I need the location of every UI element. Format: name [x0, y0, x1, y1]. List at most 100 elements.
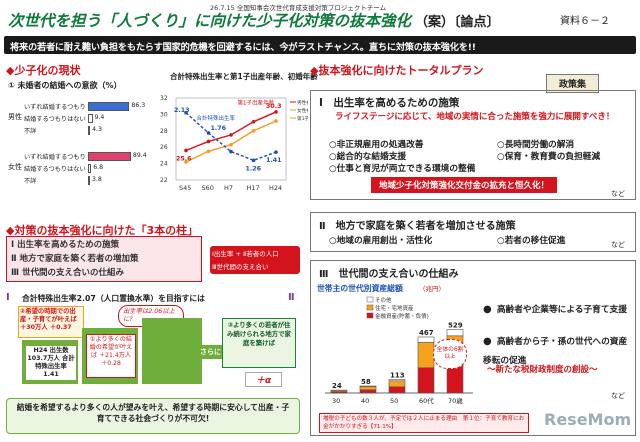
alpha-label: ＋α — [245, 372, 283, 387]
data-point — [184, 160, 188, 164]
survey-bar — [88, 126, 91, 135]
data-point — [184, 110, 188, 115]
bullet-1-text: 高齢者や企業等による子育て支援 — [496, 305, 627, 315]
bottom-message: 結婚を希望するより多くの人が望みを叶え、希望する時期に安心して出産・子育てできる… — [6, 398, 300, 434]
legend-swatch — [366, 304, 374, 311]
data-point — [274, 150, 278, 154]
policy-1-banner: 地域少子化対策強化交付金の拡充と恒久化！ — [371, 177, 558, 193]
growth-bar-top — [142, 318, 202, 384]
policy-1-item-5: ○仕事と育児が両立できる環境の整備 — [329, 164, 476, 174]
policy-1-lead: ライフステージに応じて、地域の実情に合った施策を強力に展開すべき！ — [335, 112, 615, 122]
page-title: 次世代を担う「人づくり」に向けた少子化対策の抜本強化 （案）〔論点〕 — [8, 9, 500, 31]
x-tick-label: S60 — [202, 184, 214, 192]
survey-bar — [88, 114, 93, 123]
local-text: ③より多くの若者が住み続けられる地方で家庭を築けば — [227, 321, 291, 347]
watermark: ReseMom — [544, 410, 632, 429]
survey-row-label: 結婚するつもりはない — [24, 116, 86, 123]
section-total-plan: ◆抜本強化に向けたトータルプラン — [310, 64, 484, 77]
bullet-1-icon: ● — [483, 304, 492, 315]
data-point — [229, 133, 233, 137]
survey-bar — [88, 152, 131, 161]
series-line — [185, 112, 277, 162]
data-point — [206, 139, 211, 144]
bar-segment-financial — [359, 389, 377, 394]
new-tax-text: ～新たな税財政制度の創設～ — [487, 365, 598, 375]
policy-1-item-2: ○長時間労働の解消 — [497, 140, 575, 150]
pillar-1: Ⅰ 出生率を高めるための施策 — [11, 240, 120, 250]
survey-bar-value: 4.3 — [92, 126, 102, 133]
bullet-2: ● 高齢者から子・孫の世代への資産移転の促進 — [483, 329, 633, 367]
x-tick-label: H17 — [247, 184, 260, 192]
survey-row-label: 不詳 — [24, 128, 37, 135]
x-tick-label: H7 — [224, 184, 233, 192]
doc-number: 資料６－２ — [560, 16, 610, 27]
y-tick-label: 22 — [160, 177, 168, 184]
bar-value-label: 24 — [332, 382, 342, 390]
data-label: 1.26 — [246, 165, 262, 172]
data-point — [229, 149, 233, 154]
pillar-tags: Ⅰ出生率 + Ⅱ若者の人口 Ⅲ世代間の支え合い — [210, 246, 300, 274]
bar-category-label: 50 — [390, 397, 398, 405]
policy-2-box: Ⅱ 地方で家庭を築く若者を増加させる施策 ○地域の雇用創出・活性化 ○若者の移住… — [310, 212, 636, 252]
data-point — [274, 110, 278, 114]
survey-row-label: いずれ結婚するつもり — [24, 154, 86, 161]
bar-category-label: 30 — [332, 397, 340, 405]
bar-value-label: 467 — [419, 329, 434, 337]
policy-1-box: Ⅰ 出生率を高めるための施策 ライフステージに応じて、地域の実情に合った施策を強… — [310, 90, 636, 200]
roman-right: Ⅱ — [288, 292, 295, 303]
birthrate-line-chart: 32 30 28 26 24 22 S45 S60 H7 H17 H24 2.13 25.6 1.76 1.… — [160, 95, 308, 192]
survey-title: ① 未婚者の結婚への意欲（%） — [8, 81, 122, 90]
legend-swatch — [366, 312, 374, 319]
bullet-1: ● 高齢者や企業等による子育て支援 — [483, 297, 633, 316]
bar-value-label: 529 — [448, 322, 463, 330]
bar-segment-housing — [359, 386, 377, 391]
legend-label: 女性初婚年齢 — [297, 107, 308, 114]
section-current-state: ◆少子化の現状 — [6, 64, 81, 77]
subtitle-text: 将来の若者に耐え難い負担をもたらす国家的危機を回避するには、今がラストチャンス。… — [10, 42, 476, 53]
x-tick-label: H24 — [269, 184, 282, 192]
data-label: 2.13 — [174, 107, 190, 114]
bar-category-label: 40 — [361, 397, 369, 405]
asset-footnote: 増税の子どもの数３人が、予定では２人に止まる理由 第１位：子育て教育にお金がかか… — [319, 413, 529, 433]
line-chart-title: 合計特殊出生率と第1子出産年齢、初婚年齢 — [170, 72, 318, 81]
bar-value-label: 58 — [361, 378, 371, 386]
female-label: 女性 — [8, 163, 22, 171]
male-label: 男性 — [8, 113, 22, 121]
survey-row-label: 結婚するつもりはない — [24, 166, 86, 173]
pillar-tag-1: Ⅰ出生率 — [212, 250, 234, 258]
policy-3-box: Ⅲ 世代間の支え合いの仕組み 世帯主の世代別資産総額 （兆円） その他 住宅・宅地… — [310, 260, 636, 436]
bar-segment-housing — [388, 380, 406, 388]
more-text: ①より多くの結婚の希望が叶えば ＋21.4万人 ＋0.28 — [89, 336, 133, 367]
bullet-2-text: 高齢者から子・孫の世代への資産移転の促進 — [483, 337, 628, 366]
sarani-label: さらに — [196, 345, 225, 359]
more-box: ①より多くの結婚の希望が叶えば ＋21.4万人 ＋0.28 — [86, 334, 136, 378]
survey-bar-value: 3.8 — [92, 176, 102, 183]
survey-bar — [88, 164, 92, 173]
survey-chart: 男性 女性 いずれ結婚するつもり 86.3 結婚するつもりはない 9.4 不詳 4.3 いず… — [6, 96, 164, 192]
title-suffix: （案）〔論点〕 — [415, 15, 500, 30]
data-point — [184, 148, 188, 153]
bar-segment-other — [446, 329, 464, 337]
title-text: 次世代を担う「人づくり」に向けた少子化対策の抜本強化 — [8, 12, 412, 30]
survey-bar-value: 6.8 — [93, 164, 104, 171]
policy-1-title: Ⅰ 出生率を高めるための施策 — [319, 97, 460, 109]
bar-segment-financial — [330, 391, 348, 394]
survey-row-label: いずれ結婚するつもり — [24, 104, 86, 111]
survey-bar-value: 9.4 — [94, 114, 105, 121]
local-box: ③より多くの若者が住み続けられる地方で家庭を築けば — [222, 318, 296, 368]
bar-value-label: 113 — [390, 371, 405, 379]
data-point — [274, 119, 278, 123]
bar-category-label: 60代 — [419, 396, 434, 405]
data-label: 30.3 — [266, 103, 282, 110]
asset-chart-title: 世帯主の世代別資産総額 — [317, 284, 403, 293]
pillars-box: Ⅰ 出生率を高めるための施策 Ⅱ 地方で家庭を築く若者の増加策 Ⅲ 世代間の支え… — [6, 236, 202, 282]
y-tick-label: 28 — [160, 128, 168, 135]
hope-box: ②希望の時期での出産・子育てが叶えば ＋30万人 ＋0.37 — [18, 306, 84, 338]
policy-1-item-1: ○非正規雇用の処遇改善 — [329, 140, 424, 150]
legend-label: 住宅・宅地資産 — [375, 304, 414, 312]
survey-bar-value: 89.4 — [132, 152, 147, 159]
pillar-tag-2: Ⅱ若者の人口 — [243, 250, 279, 258]
data-label: 25.6 — [176, 155, 192, 162]
bar-segment-housing — [417, 342, 435, 369]
legend-label: 第1子出産年齢 — [297, 115, 308, 122]
